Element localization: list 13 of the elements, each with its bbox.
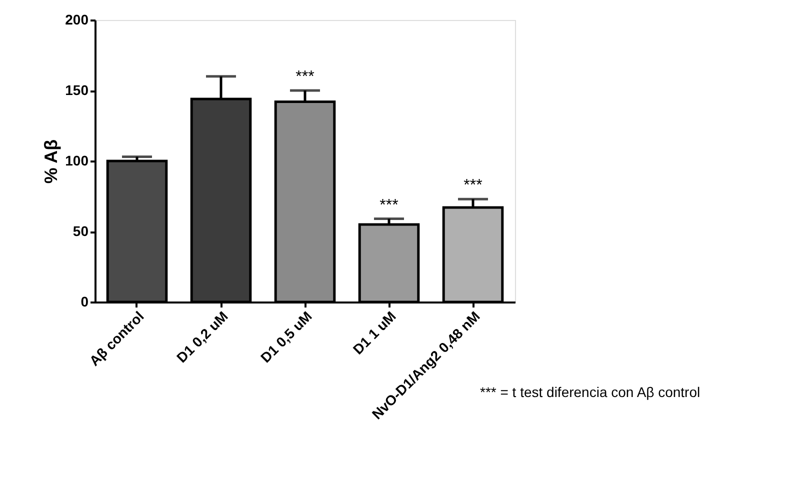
annotation: *** [296, 68, 314, 86]
annotation: *** [464, 177, 482, 194]
text: *** = t test diferencia con Aβ control [480, 384, 700, 400]
annotation: *** [380, 196, 398, 214]
y-tick-label: 100 [65, 152, 89, 168]
y-tick-label: 0 [80, 294, 89, 310]
x-tick-label: D1 0,2 uM [173, 308, 231, 366]
x-tick-label: D1 0,5 uM [257, 308, 315, 366]
y-tick-label: 150 [65, 82, 89, 98]
y-axis-title: % Aβ [41, 139, 62, 184]
y-tick-label: 50 [72, 223, 89, 239]
x-tick-label: D1 1 uM [350, 308, 399, 358]
y-tick-label: 200 [65, 12, 89, 28]
